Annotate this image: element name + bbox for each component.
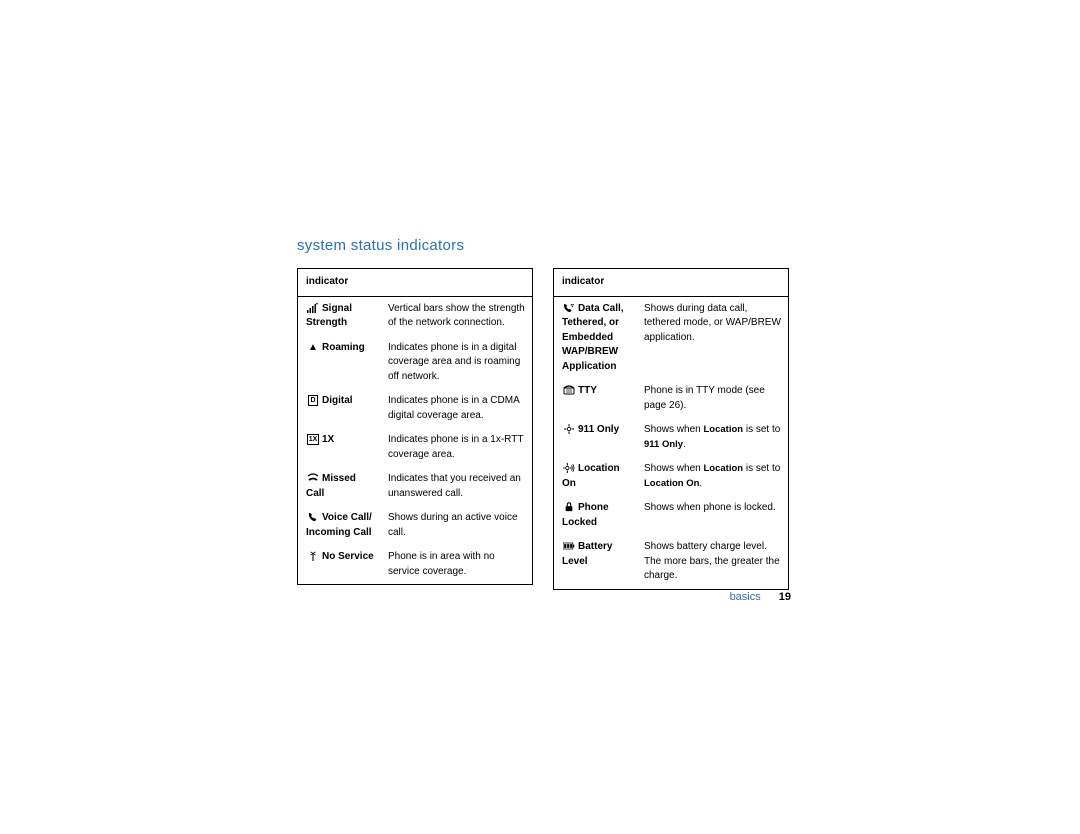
table-row: TTY Phone is in TTY mode (see page 26). <box>554 379 788 418</box>
row-desc: Shows when phone is locked. <box>636 496 788 535</box>
row-desc: Vertical bars show the strength of the n… <box>380 296 532 336</box>
data-call-icon <box>562 302 576 317</box>
row-label: No Service <box>322 551 374 562</box>
row-desc: Indicates phone is in a digital coverage… <box>380 336 532 390</box>
missed-call-icon <box>306 472 320 487</box>
two-column-layout: indicator Signal Strength Vertical bars … <box>297 268 791 590</box>
page-footer: basics 19 <box>730 591 791 603</box>
table-row: No Service Phone is in area with no serv… <box>298 545 532 584</box>
table-row: Phone Locked Shows when phone is locked. <box>554 496 788 535</box>
row-desc: Shows when Location is set to 911 Only. <box>636 418 788 457</box>
row-desc: Shows during an active voice call. <box>380 506 532 545</box>
onex-icon: 1X <box>306 433 320 448</box>
row-label: Roaming <box>322 342 365 353</box>
table-row: Voice Call/ Incoming Call Shows during a… <box>298 506 532 545</box>
row-label: Digital <box>322 395 353 406</box>
phone-locked-icon <box>562 501 576 516</box>
row-desc: Shows battery charge level. The more bar… <box>636 535 788 589</box>
table-row: Missed Call Indicates that you received … <box>298 467 532 506</box>
table-row: Signal Strength Vertical bars show the s… <box>298 296 532 336</box>
footer-page-number: 19 <box>779 591 791 603</box>
row-desc: Phone is in area with no service coverag… <box>380 545 532 584</box>
section-heading: system status indicators <box>297 237 791 254</box>
row-desc: Shows during data call, tethered mode, o… <box>636 296 788 379</box>
row-desc: Indicates that you received an unanswere… <box>380 467 532 506</box>
row-label: 911 Only <box>578 424 619 435</box>
page-content: system status indicators indicator Signa… <box>297 237 791 590</box>
right-table-box: indicator Data Call, Tethered, or Embedd… <box>553 268 789 590</box>
table-row: 911 Only Shows when Location is set to 9… <box>554 418 788 457</box>
table-row: Data Call, Tethered, or Embedded WAP/BRE… <box>554 296 788 379</box>
battery-icon <box>562 540 576 555</box>
no-service-icon <box>306 550 320 565</box>
left-table-header: indicator <box>298 269 532 296</box>
right-indicator-table: indicator Data Call, Tethered, or Embedd… <box>554 269 788 589</box>
table-row: 1X1X Indicates phone is in a 1x-RTT cove… <box>298 428 532 467</box>
table-row: ▲Roaming Indicates phone is in a digital… <box>298 336 532 390</box>
table-row: DDigital Indicates phone is in a CDMA di… <box>298 389 532 428</box>
row-desc: Shows when Location is set to Location O… <box>636 457 788 496</box>
table-row: Location On Shows when Location is set t… <box>554 457 788 496</box>
row-desc: Indicates phone is in a CDMA digital cov… <box>380 389 532 428</box>
911-icon <box>562 423 576 438</box>
row-desc: Phone is in TTY mode (see page 26). <box>636 379 788 418</box>
right-table-header: indicator <box>554 269 788 296</box>
row-label: TTY <box>578 385 597 396</box>
tty-icon <box>562 384 576 399</box>
footer-section: basics <box>730 591 761 603</box>
voice-call-icon <box>306 511 320 526</box>
row-label: 1X <box>322 434 334 445</box>
table-row: Battery Level Shows battery charge level… <box>554 535 788 589</box>
left-indicator-table: indicator Signal Strength Vertical bars … <box>298 269 532 584</box>
signal-icon <box>306 302 320 317</box>
digital-icon: D <box>306 394 320 409</box>
left-table-box: indicator Signal Strength Vertical bars … <box>297 268 533 585</box>
row-desc: Indicates phone is in a 1x-RTT coverage … <box>380 428 532 467</box>
location-icon <box>562 462 576 477</box>
roaming-icon: ▲ <box>306 341 320 356</box>
